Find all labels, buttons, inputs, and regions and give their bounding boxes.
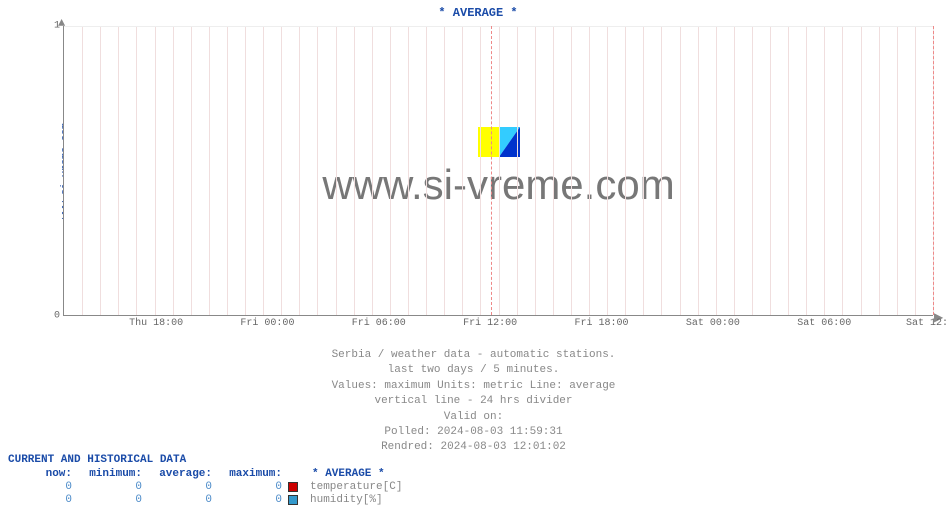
gridline-vertical bbox=[354, 26, 355, 315]
gridline-vertical bbox=[317, 26, 318, 315]
series-name: temperature[C] bbox=[308, 481, 448, 493]
divider-vertical-line bbox=[933, 26, 934, 315]
col-header-max: maximum: bbox=[218, 468, 288, 480]
cell-max: 0 bbox=[218, 481, 288, 493]
x-tick-label: Sat 00:00 bbox=[686, 318, 740, 329]
x-tick-label: Fri 00:00 bbox=[240, 318, 294, 329]
info-block: Serbia / weather data - automatic statio… bbox=[0, 348, 947, 456]
gridline-vertical bbox=[227, 26, 228, 315]
gridline-vertical bbox=[553, 26, 554, 315]
gridline-vertical bbox=[372, 26, 373, 315]
col-header-series: * AVERAGE * bbox=[308, 468, 448, 480]
info-line: Valid on: bbox=[0, 410, 947, 425]
gridline-vertical bbox=[824, 26, 825, 315]
info-line: last two days / 5 minutes. bbox=[0, 363, 947, 378]
cell-max: 0 bbox=[218, 494, 288, 506]
gridline-vertical bbox=[408, 26, 409, 315]
cell-min: 0 bbox=[78, 481, 148, 493]
col-header-swatch bbox=[288, 468, 308, 480]
info-line: Values: maximum Units: metric Line: aver… bbox=[0, 379, 947, 394]
gridline-vertical bbox=[263, 26, 264, 315]
gridline-vertical bbox=[879, 26, 880, 315]
gridline-vertical bbox=[752, 26, 753, 315]
gridline-vertical bbox=[245, 26, 246, 315]
gridline-vertical bbox=[517, 26, 518, 315]
gridline-horizontal bbox=[64, 26, 933, 27]
gridline-vertical bbox=[535, 26, 536, 315]
col-header-now: now: bbox=[8, 468, 78, 480]
gridline-vertical bbox=[336, 26, 337, 315]
gridline-vertical bbox=[118, 26, 119, 315]
chart-container: www.si-vreme.com * AVERAGE * www.si-vrem… bbox=[18, 6, 938, 336]
col-header-avg: average: bbox=[148, 468, 218, 480]
gridline-vertical bbox=[861, 26, 862, 315]
gridline-vertical bbox=[100, 26, 101, 315]
cell-min: 0 bbox=[78, 494, 148, 506]
gridline-vertical bbox=[770, 26, 771, 315]
gridline-vertical bbox=[82, 26, 83, 315]
gridline-vertical bbox=[915, 26, 916, 315]
y-tick-label: 1 bbox=[46, 21, 60, 32]
x-tick-label: Sat 06:00 bbox=[797, 318, 851, 329]
cell-avg: 0 bbox=[148, 481, 218, 493]
series-swatch-icon bbox=[288, 482, 298, 492]
gridline-vertical bbox=[625, 26, 626, 315]
gridline-vertical bbox=[734, 26, 735, 315]
gridline-vertical bbox=[571, 26, 572, 315]
gridline-vertical bbox=[499, 26, 500, 315]
y-tick-label: 0 bbox=[46, 311, 60, 322]
gridline-vertical bbox=[136, 26, 137, 315]
gridline-vertical bbox=[480, 26, 481, 315]
cell-avg: 0 bbox=[148, 494, 218, 506]
cell-now: 0 bbox=[8, 494, 78, 506]
gridline-vertical bbox=[173, 26, 174, 315]
series-name: humidity[%] bbox=[308, 494, 448, 506]
gridline-vertical bbox=[462, 26, 463, 315]
x-tick-label: Thu 18:00 bbox=[129, 318, 183, 329]
gridline-vertical bbox=[589, 26, 590, 315]
gridline-vertical bbox=[698, 26, 699, 315]
x-tick-label: Fri 18:00 bbox=[575, 318, 629, 329]
gridline-vertical bbox=[281, 26, 282, 315]
gridline-vertical bbox=[643, 26, 644, 315]
series-swatch-icon bbox=[288, 495, 298, 505]
cell-now: 0 bbox=[8, 481, 78, 493]
info-line: vertical line - 24 hrs divider bbox=[0, 394, 947, 409]
gridline-vertical bbox=[716, 26, 717, 315]
x-tick-label: Sat 12:00 bbox=[906, 318, 947, 329]
gridline-vertical bbox=[788, 26, 789, 315]
gridline-vertical bbox=[390, 26, 391, 315]
gridline-vertical bbox=[209, 26, 210, 315]
gridline-vertical bbox=[842, 26, 843, 315]
gridline-vertical bbox=[191, 26, 192, 315]
plot-area: www.si-vreme.com bbox=[63, 26, 933, 316]
info-line: Polled: 2024-08-03 11:59:31 bbox=[0, 425, 947, 440]
x-tick-label: Fri 06:00 bbox=[352, 318, 406, 329]
info-line: Serbia / weather data - automatic statio… bbox=[0, 348, 947, 363]
gridline-vertical bbox=[155, 26, 156, 315]
x-tick-label: Fri 12:00 bbox=[463, 318, 517, 329]
gridline-vertical bbox=[897, 26, 898, 315]
gridline-vertical bbox=[806, 26, 807, 315]
gridline-vertical bbox=[444, 26, 445, 315]
col-header-min: minimum: bbox=[78, 468, 148, 480]
gridline-vertical bbox=[607, 26, 608, 315]
chart-title: * AVERAGE * bbox=[18, 6, 938, 20]
gridline-vertical bbox=[680, 26, 681, 315]
divider-vertical-line bbox=[491, 26, 492, 315]
data-table-header: CURRENT AND HISTORICAL DATA bbox=[8, 454, 448, 466]
data-table: CURRENT AND HISTORICAL DATA now:minimum:… bbox=[8, 454, 448, 506]
gridline-vertical bbox=[426, 26, 427, 315]
gridline-vertical bbox=[661, 26, 662, 315]
gridline-vertical bbox=[299, 26, 300, 315]
